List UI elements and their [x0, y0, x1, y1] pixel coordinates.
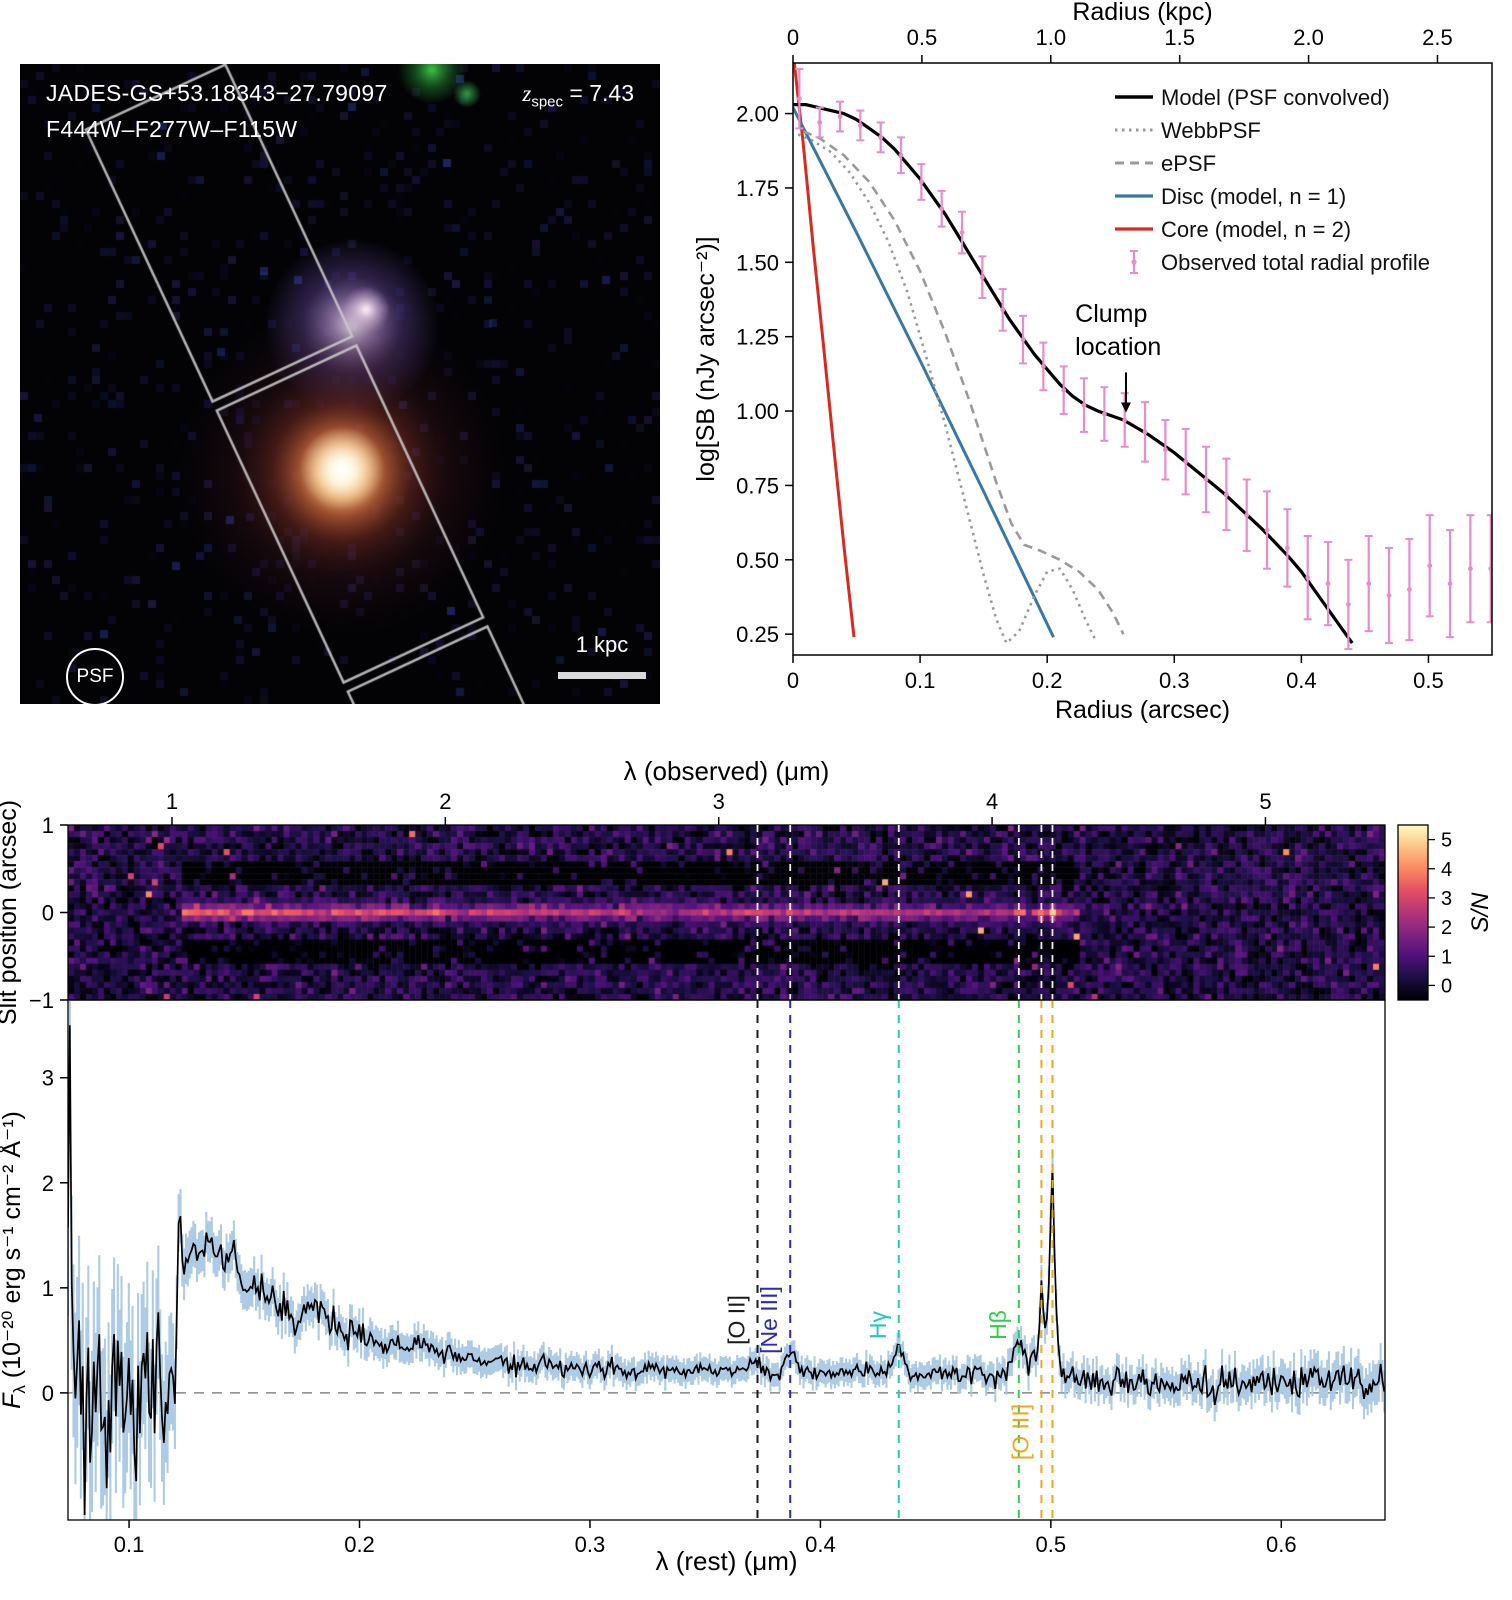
profile-series-solid	[793, 63, 856, 638]
svg-text:λ (rest) (μm): λ (rest) (μm)	[655, 1546, 797, 1576]
svg-text:−1: −1	[29, 988, 54, 1013]
emission-line-label: Hβ	[985, 1310, 1011, 1340]
radial-profile-chart: 0 0.1 0.2 0.3 0.4 0.50.250.500.751.001.251.50…	[692, 0, 1493, 724]
svg-text:0: 0	[787, 668, 799, 693]
profile-series-solid	[793, 103, 1354, 645]
svg-text:5: 5	[1259, 789, 1271, 814]
svg-text:Model (PSF convolved): Model (PSF convolved)	[1161, 85, 1390, 110]
svg-text:0: 0	[1441, 975, 1452, 997]
svg-text:Disc (model, n = 1): Disc (model, n = 1)	[1161, 184, 1346, 209]
clump-arrow	[1120, 402, 1131, 413]
svg-text:1.25: 1.25	[736, 325, 779, 350]
z-subscript: spec	[531, 93, 564, 111]
svg-text:0.3: 0.3	[575, 1532, 606, 1557]
emission-line-label: Hγ	[865, 1310, 891, 1339]
svg-text:1.00: 1.00	[736, 399, 779, 424]
svg-text:1.50: 1.50	[736, 250, 779, 275]
error-band	[68, 1000, 1385, 1520]
svg-text:WebbPSF: WebbPSF	[1161, 118, 1261, 143]
spectrum-section: λ (observed) (μm) 1 2 3 4 5 1 0 −1 Slit position …	[0, 760, 1512, 1600]
svg-text:5: 5	[1441, 830, 1452, 852]
svg-text:1.5: 1.5	[1164, 25, 1195, 50]
svg-text:0.50: 0.50	[736, 548, 779, 573]
svg-text:0.5: 0.5	[907, 25, 938, 50]
filter-combo-label: F444W–F277W–F115W	[46, 116, 298, 142]
profile-series-dashed	[802, 130, 1125, 635]
svg-text:0.4: 0.4	[1286, 668, 1317, 693]
svg-text:4: 4	[986, 789, 998, 814]
svg-text:Radius (arcsec): Radius (arcsec)	[1055, 696, 1230, 724]
svg-text:3: 3	[42, 1066, 54, 1091]
svg-text:2.5: 2.5	[1422, 25, 1453, 50]
svg-text:0.5: 0.5	[1036, 1532, 1067, 1557]
svg-text:4: 4	[1441, 859, 1452, 881]
svg-text:Clump: Clump	[1075, 300, 1147, 328]
colorbar	[1398, 825, 1428, 1000]
svg-text:2: 2	[1441, 917, 1452, 939]
galaxy-image	[20, 64, 660, 704]
svg-text:1: 1	[166, 789, 178, 814]
galaxy-id-label: JADES-GS+53.18343−27.79097	[46, 80, 388, 106]
profile-legend: Model (PSF convolved) WebbPSF ePSF Disc (mo…	[1115, 85, 1430, 275]
svg-text:2.00: 2.00	[736, 102, 779, 127]
svg-text:Observed total radial profile: Observed total radial profile	[1161, 250, 1430, 275]
svg-text:0: 0	[42, 901, 54, 926]
svg-text:Core (model, n = 2): Core (model, n = 2)	[1161, 217, 1351, 242]
svg-text:1: 1	[42, 813, 54, 838]
svg-text:1.0: 1.0	[1035, 25, 1066, 50]
emission-line-label: [O III]	[1007, 1404, 1033, 1460]
svg-text:0.2: 0.2	[344, 1532, 375, 1557]
svg-text:Radius (kpc): Radius (kpc)	[1072, 0, 1212, 26]
svg-text:3: 3	[1441, 888, 1452, 910]
spectrum-2d-heatmap	[68, 825, 1385, 1000]
spectrum-1d-plot	[68, 1000, 1385, 1520]
svg-text:3: 3	[713, 789, 725, 814]
psf-circle: PSF	[66, 648, 124, 706]
svg-text:0.5: 0.5	[1413, 668, 1444, 693]
svg-text:1.75: 1.75	[736, 176, 779, 201]
svg-text:1: 1	[42, 1276, 54, 1301]
svg-text:S/N: S/N	[1467, 892, 1494, 933]
z-value: = 7.43	[563, 80, 634, 106]
emission-line-label: [Ne III]	[756, 1286, 782, 1354]
svg-text:λ (observed) (μm): λ (observed) (μm)	[624, 760, 830, 786]
scalebar	[558, 672, 646, 679]
profile-series-dotted	[797, 133, 1097, 645]
galaxy-image-panel: JADES-GS+53.18343−27.79097 F444W–F277W–F…	[20, 64, 660, 706]
observed-profile-points	[795, 67, 1492, 651]
svg-text:0.4: 0.4	[805, 1532, 836, 1557]
svg-text:0.1: 0.1	[114, 1532, 145, 1557]
profile-series-solid	[793, 106, 1055, 638]
svg-text:0.75: 0.75	[736, 473, 779, 498]
svg-text:0.25: 0.25	[736, 622, 779, 647]
redshift-label: zspec = 7.43	[522, 80, 634, 111]
svg-text:2: 2	[439, 789, 451, 814]
spectrum-line	[68, 1025, 1385, 1516]
svg-text:0.2: 0.2	[1032, 668, 1063, 693]
scalebar-label: 1 kpc	[575, 632, 629, 657]
svg-text:Slit position (arcsec): Slit position (arcsec)	[0, 800, 22, 1025]
z-symbol: z	[522, 81, 532, 106]
svg-text:log[SB (nJy arcsec⁻²)]: log[SB (nJy arcsec⁻²)]	[692, 236, 720, 481]
svg-text:location: location	[1075, 333, 1161, 361]
svg-text:0.3: 0.3	[1159, 668, 1190, 693]
svg-text:0.6: 0.6	[1266, 1532, 1297, 1557]
svg-text:1: 1	[1441, 946, 1452, 968]
svg-text:2.0: 2.0	[1293, 25, 1324, 50]
svg-text:2: 2	[42, 1171, 54, 1196]
svg-text:0: 0	[42, 1381, 54, 1406]
svg-text:0.1: 0.1	[905, 668, 936, 693]
svg-text:0: 0	[787, 25, 799, 50]
emission-line-label: [O II]	[723, 1295, 749, 1345]
svg-text:Fλ (10⁻²⁰ erg s⁻¹ cm⁻² Å⁻¹): Fλ (10⁻²⁰ erg s⁻¹ cm⁻² Å⁻¹)	[0, 1111, 29, 1409]
svg-text:ePSF: ePSF	[1161, 151, 1216, 176]
